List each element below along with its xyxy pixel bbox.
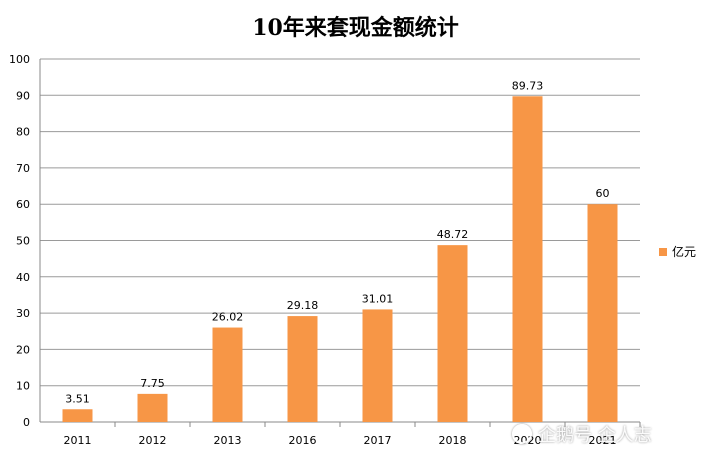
data-label: 89.73 xyxy=(512,79,544,92)
x-tick-label: 2016 xyxy=(289,434,317,447)
y-tick-label: 30 xyxy=(16,307,30,320)
y-tick-label: 0 xyxy=(23,416,30,429)
data-label: 3.51 xyxy=(65,392,90,405)
x-tick-label: 2013 xyxy=(214,434,242,447)
bar xyxy=(212,327,243,422)
y-tick-label: 90 xyxy=(16,89,30,102)
y-tick-label: 50 xyxy=(16,235,30,248)
data-label: 48.72 xyxy=(437,228,469,241)
data-label: 60 xyxy=(596,187,610,200)
x-tick-label: 2011 xyxy=(64,434,92,447)
bar xyxy=(287,316,318,422)
y-tick-label: 80 xyxy=(16,126,30,139)
x-tick-label: 2012 xyxy=(139,434,167,447)
y-tick-label: 40 xyxy=(16,271,30,284)
legend-swatch xyxy=(659,247,667,256)
bar xyxy=(362,309,393,422)
bar xyxy=(437,245,468,422)
x-tick-label: 2018 xyxy=(439,434,467,447)
legend-label: 亿元 xyxy=(672,245,697,259)
data-label: 7.75 xyxy=(140,377,165,390)
data-label: 29.18 xyxy=(287,299,319,312)
x-tick-label: 2017 xyxy=(364,434,392,447)
legend: 亿元 xyxy=(659,243,696,260)
watermark-text: 企鹅号 企人志 xyxy=(538,425,652,446)
x-tick-label: 2021 xyxy=(589,434,617,447)
y-tick-label: 20 xyxy=(16,343,30,356)
bar xyxy=(512,96,543,423)
data-label: 31.01 xyxy=(362,292,394,305)
penguin-logo-icon xyxy=(512,424,532,444)
y-tick-label: 60 xyxy=(16,198,30,211)
bar xyxy=(62,409,93,422)
chart-title: 10年来套现金额统计 xyxy=(252,15,459,41)
y-tick-label: 70 xyxy=(16,162,30,175)
bar xyxy=(587,204,618,422)
bar xyxy=(137,393,168,422)
y-tick-label: 100 xyxy=(9,53,30,66)
watermark: 企鹅号 企人志 xyxy=(512,421,652,447)
data-label: 26.02 xyxy=(212,311,244,324)
y-tick-label: 10 xyxy=(16,380,30,393)
